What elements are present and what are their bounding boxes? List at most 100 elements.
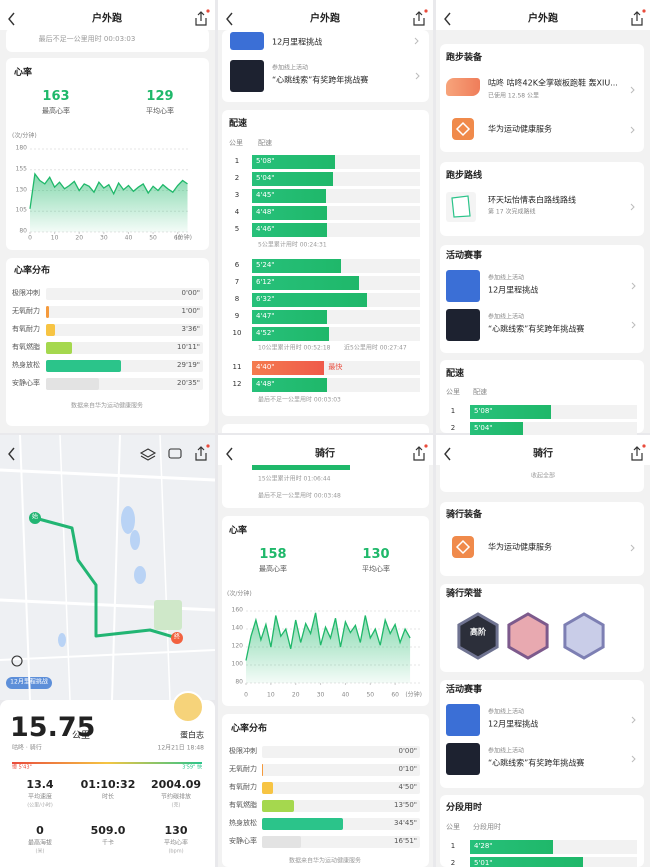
zone-duration: 0'10"	[398, 765, 417, 774]
column-header: 公里	[446, 388, 460, 397]
end-marker	[171, 632, 183, 644]
collapse-card	[440, 460, 644, 492]
share-button[interactable]	[413, 11, 425, 26]
column-header: 公里	[446, 823, 460, 832]
x-tick-label: 30	[100, 234, 108, 242]
back-button[interactable]	[444, 447, 451, 461]
avatar	[172, 691, 204, 723]
y-unit: (次/分钟)	[12, 132, 37, 140]
share-button[interactable]	[631, 11, 643, 26]
card-title: 跑步路线	[446, 171, 483, 182]
thumbnail	[446, 270, 480, 302]
header	[0, 0, 215, 30]
event-tag: 参加线上活动	[488, 747, 525, 755]
map-road	[111, 434, 121, 701]
app-source: 咕咚 · 骑行	[12, 744, 42, 752]
locate-button[interactable]	[11, 655, 23, 667]
card-title: 活动赛事	[446, 251, 483, 262]
stat-label: 时长	[101, 793, 115, 801]
pace-label: 5'24"	[256, 261, 275, 270]
zone-track	[46, 306, 203, 318]
stat-unit: (bpm)	[168, 848, 184, 855]
map-road	[59, 434, 71, 701]
zone-name: 有氧耐力	[229, 783, 257, 792]
pace-bar	[252, 310, 328, 324]
pace-label: 4'46"	[256, 225, 275, 234]
card-title: 心率	[14, 68, 33, 79]
avg-value: 129	[146, 88, 174, 104]
header	[436, 0, 650, 30]
stat-unit: (克)	[171, 802, 181, 809]
chevron	[630, 544, 635, 552]
stat-value: 2004.09	[150, 777, 202, 791]
share-button[interactable]	[195, 446, 207, 461]
zone-name: 有氧燃脂	[12, 343, 40, 352]
pace-label: 4'40"	[256, 363, 275, 372]
avg-label: 平均心率	[146, 107, 174, 116]
layers-button[interactable]	[139, 448, 157, 461]
back-button[interactable]	[226, 12, 233, 26]
service-icon	[452, 118, 474, 140]
km-number: 12	[232, 380, 242, 389]
back-button[interactable]	[8, 12, 15, 26]
x-tick-label: 60	[391, 691, 399, 699]
zone-track	[46, 288, 203, 300]
chevron	[630, 126, 635, 134]
thumbnail	[230, 60, 264, 92]
source-note: 数据来自华为运动健康服务	[288, 857, 362, 865]
back-button[interactable]	[444, 12, 451, 26]
header	[218, 435, 433, 465]
zone-bar	[46, 360, 121, 372]
summary-card	[0, 700, 215, 867]
pace-label: 5'08"	[256, 157, 275, 166]
share-button[interactable]	[631, 446, 643, 461]
back-button[interactable]	[226, 447, 233, 461]
speed-gradient	[12, 762, 202, 764]
card-title: 配速	[446, 369, 465, 380]
y-tick-label: 130	[15, 186, 27, 194]
challenge-tag-text: 12月里程挑战	[10, 678, 48, 686]
thumbnail	[446, 743, 480, 775]
y-tick-label: 80	[19, 227, 27, 235]
pace-label: 5'01"	[474, 859, 493, 867]
collapse-all[interactable]: 收起全部	[530, 472, 556, 480]
map-water	[121, 506, 135, 534]
card-title: 骑行荣誉	[446, 589, 483, 600]
pace-label: 4'48"	[256, 380, 275, 389]
card	[6, 28, 209, 52]
column-header: 公里	[229, 139, 243, 148]
pace-summary: 最后不足一公里用时 00:03:03	[258, 396, 341, 404]
card-title: 心率分布	[231, 724, 268, 735]
zone-duration: 0'00"	[398, 747, 417, 756]
thumbnail	[446, 704, 480, 736]
pace-card	[440, 360, 644, 433]
pace-bar	[252, 378, 328, 392]
km-number: 10	[232, 329, 242, 338]
zone-name: 无氧耐力	[229, 765, 257, 774]
pace-summary: 最后不足一公里用时 00:03:48	[258, 492, 341, 500]
chevron	[631, 321, 636, 329]
zone-track	[262, 836, 420, 848]
pace-label: 4'52"	[256, 329, 275, 338]
km-number: 2	[234, 174, 240, 183]
zone-bar	[46, 306, 49, 318]
share-button[interactable]	[413, 446, 425, 461]
split-card	[440, 795, 644, 867]
zone-track	[262, 764, 420, 776]
route-shape	[451, 195, 471, 218]
stat-unit: (公里/小时)	[27, 802, 53, 809]
pace-bar	[252, 276, 360, 290]
pace-bar	[252, 223, 327, 237]
zone-name: 安静心率	[229, 837, 257, 846]
x-tick-label: 40	[124, 234, 133, 242]
zone-track	[262, 746, 420, 758]
zone-duration: 20'35"	[177, 379, 200, 388]
service-name: 华为运动健康服务	[488, 124, 552, 134]
share-button[interactable]	[195, 11, 207, 26]
slow-pace: 慢 5'43"	[12, 764, 32, 771]
gear-name: 咕咚 咕咚42K全掌碳板跑鞋 轰XIU...	[488, 78, 618, 88]
camera-button[interactable]	[168, 448, 182, 459]
stat-value: 13.4	[26, 777, 54, 791]
back-button[interactable]	[8, 447, 15, 461]
